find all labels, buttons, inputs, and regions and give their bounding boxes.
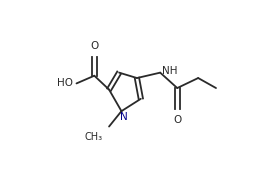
- Text: N: N: [120, 112, 128, 122]
- Text: O: O: [173, 115, 181, 125]
- Text: HO: HO: [57, 78, 73, 88]
- Text: CH₃: CH₃: [85, 132, 103, 142]
- Text: O: O: [90, 41, 98, 51]
- Text: NH: NH: [162, 66, 177, 76]
